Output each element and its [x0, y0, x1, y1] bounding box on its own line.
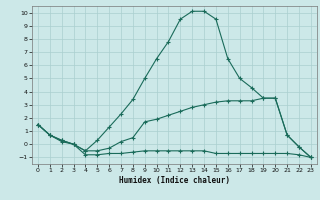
X-axis label: Humidex (Indice chaleur): Humidex (Indice chaleur) [119, 176, 230, 185]
